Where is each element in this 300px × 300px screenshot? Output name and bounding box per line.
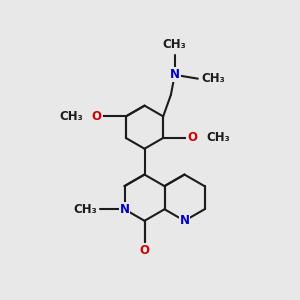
Text: CH₃: CH₃ [202, 72, 225, 85]
Text: CH₃: CH₃ [60, 110, 83, 123]
Text: CH₃: CH₃ [163, 38, 187, 51]
Text: O: O [188, 131, 197, 144]
Text: N: N [179, 214, 190, 227]
Text: O: O [92, 110, 102, 123]
Text: O: O [140, 244, 149, 256]
Text: N: N [170, 68, 180, 81]
Text: CH₃: CH₃ [74, 203, 98, 216]
Text: CH₃: CH₃ [206, 131, 230, 144]
Text: N: N [119, 203, 130, 216]
